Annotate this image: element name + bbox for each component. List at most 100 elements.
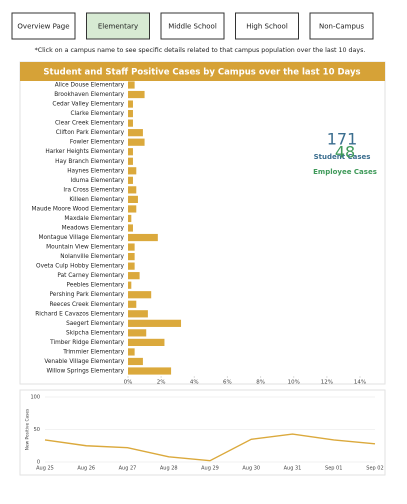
bar bbox=[128, 186, 137, 194]
category-label[interactable]: Richard E Cavazos Elementary bbox=[35, 311, 124, 317]
category-label[interactable]: Peebles Elementary bbox=[66, 283, 124, 289]
category-label[interactable]: Maxdale Elementary bbox=[64, 216, 124, 222]
kpi-value: 48 bbox=[335, 143, 355, 162]
category-label[interactable]: Fowler Elementary bbox=[70, 140, 125, 146]
category-label[interactable]: Harker Heights Elementary bbox=[45, 149, 124, 155]
category-label[interactable]: Willow Springs Elementary bbox=[46, 369, 124, 375]
bar bbox=[128, 262, 135, 270]
chart-title: Student and Staff Positive Cases by Camp… bbox=[43, 68, 360, 78]
tab[interactable] bbox=[11, 12, 76, 40]
bar bbox=[128, 90, 145, 99]
bar bbox=[128, 272, 140, 280]
kpi-value: 171 bbox=[327, 130, 358, 149]
category-label[interactable]: Timber Ridge Elementary bbox=[49, 340, 124, 346]
category-label[interactable]: Trimmier Elementary bbox=[62, 349, 124, 355]
category-label[interactable]: Iduma Elementary bbox=[71, 178, 125, 184]
x-tick-label: Aug 26 bbox=[77, 466, 95, 472]
tab-label[interactable]: Overview Page bbox=[17, 23, 69, 31]
bar bbox=[128, 319, 182, 327]
bar-header bbox=[20, 62, 385, 81]
tab-label[interactable]: High School bbox=[246, 23, 288, 31]
x-tick-label: Aug 30 bbox=[242, 466, 260, 472]
y-tick-label: 0 bbox=[37, 460, 40, 466]
category-label[interactable]: Saegert Elementary bbox=[66, 321, 124, 327]
bar bbox=[128, 348, 135, 356]
x-tick-label: Aug 29 bbox=[201, 466, 219, 472]
bar bbox=[128, 310, 148, 318]
bar bbox=[128, 233, 158, 242]
x-tick-label: 10% bbox=[288, 380, 300, 386]
bar bbox=[128, 214, 132, 223]
x-tick-label: Sep 01 bbox=[325, 466, 342, 472]
kpi-label: Employee Cases bbox=[313, 168, 377, 176]
bar bbox=[128, 357, 143, 366]
x-tick-label: 12% bbox=[321, 380, 333, 386]
line-panel bbox=[19, 389, 386, 476]
x-tick-label: Sep 02 bbox=[366, 466, 383, 472]
category-label[interactable]: Oveta Culp Hobby Elementary bbox=[36, 264, 125, 270]
category-label[interactable]: Brookhaven Elementary bbox=[54, 92, 124, 98]
note: *Click on a campus name to see specific … bbox=[35, 47, 366, 54]
bar bbox=[128, 129, 143, 137]
bar bbox=[128, 281, 132, 289]
category-label[interactable]: Ira Cross Elementary bbox=[63, 187, 124, 193]
category-label[interactable]: Killeen Elementary bbox=[69, 197, 124, 203]
x-tick-label: 4% bbox=[190, 380, 199, 386]
bar bbox=[128, 195, 138, 203]
category-label[interactable]: Clarke Elementary bbox=[70, 111, 124, 117]
category-label[interactable]: Cedar Valley Elementary bbox=[52, 102, 124, 108]
bar bbox=[128, 224, 133, 232]
category-label[interactable]: Montague Village Elementary bbox=[39, 235, 125, 241]
category-label[interactable]: Meadows Elementary bbox=[62, 226, 125, 232]
category-label[interactable]: Nolanville Elementary bbox=[60, 254, 124, 260]
kpi-label: Student Cases bbox=[314, 153, 371, 161]
bar bbox=[128, 367, 172, 375]
x-tick-label: 6% bbox=[223, 380, 232, 386]
category-label[interactable]: Mountain View Elementary bbox=[46, 245, 124, 251]
bar bbox=[128, 110, 133, 118]
line bbox=[44, 433, 376, 462]
tab-label[interactable]: Elementary bbox=[98, 23, 138, 31]
bar bbox=[128, 157, 133, 165]
tab[interactable] bbox=[160, 12, 225, 40]
bar bbox=[128, 119, 133, 127]
y-axis-label: New Positive Cases bbox=[25, 408, 31, 450]
bar bbox=[128, 205, 137, 213]
category-label[interactable]: Skipcha Elementary bbox=[66, 330, 125, 336]
category-label[interactable]: Hay Branch Elementary bbox=[55, 159, 124, 165]
x-tick-label: 2% bbox=[157, 380, 166, 386]
bar bbox=[128, 291, 152, 299]
x-tick-label: Aug 25 bbox=[36, 466, 54, 472]
category-label[interactable]: Haynes Elementary bbox=[67, 168, 124, 174]
category-label[interactable]: Clifton Park Elementary bbox=[56, 130, 125, 136]
category-label[interactable]: Reeces Creek Elementary bbox=[49, 302, 124, 308]
category-label[interactable]: Pershing Park Elementary bbox=[50, 292, 125, 298]
x-tick-label: Aug 27 bbox=[119, 466, 137, 472]
x-tick-label: Aug 28 bbox=[160, 466, 178, 472]
x-tick-label: Aug 31 bbox=[284, 466, 302, 472]
bar bbox=[128, 176, 133, 184]
bar bbox=[128, 338, 165, 346]
bar bbox=[128, 329, 147, 337]
tab[interactable] bbox=[309, 12, 374, 40]
category-label[interactable]: Maude Moore Wood Elementary bbox=[32, 206, 125, 212]
category-label[interactable]: Clear Creek Elementary bbox=[55, 121, 125, 127]
bar bbox=[128, 148, 133, 156]
category-label[interactable]: Alice Douse Elementary bbox=[55, 83, 125, 89]
bar bbox=[128, 243, 135, 251]
bar bbox=[128, 138, 145, 146]
bar bbox=[128, 300, 137, 308]
tab-label[interactable]: Non-Campus bbox=[319, 23, 364, 31]
y-tick-label: 100 bbox=[30, 395, 40, 401]
y-tick-label: 50 bbox=[34, 427, 40, 433]
category-label[interactable]: Pat Carney Elementary bbox=[57, 273, 124, 279]
x-tick-label: 14% bbox=[354, 380, 366, 386]
tab[interactable] bbox=[235, 12, 299, 40]
category-label[interactable]: Venable Village Elementary bbox=[44, 359, 124, 365]
tab-label[interactable]: Middle School bbox=[168, 23, 217, 31]
bar bbox=[128, 167, 137, 175]
tab[interactable] bbox=[86, 12, 150, 40]
bar bbox=[128, 81, 135, 89]
